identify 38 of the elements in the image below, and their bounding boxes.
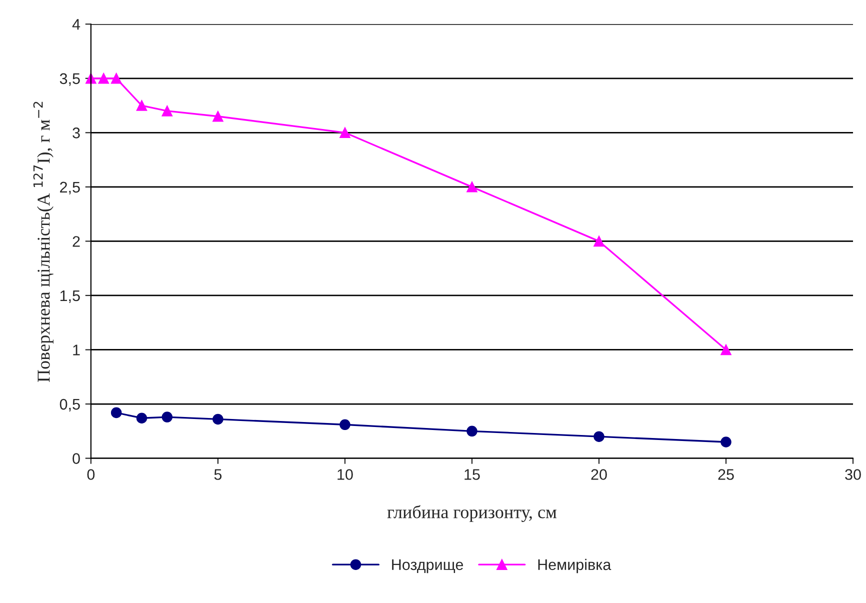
y-axis-title: Поверхнева щільність(A $^{127}$I), г м$^{−2}$ [33, 102, 54, 382]
point [340, 127, 350, 138]
point [466, 426, 478, 437]
point [136, 100, 148, 111]
point [594, 236, 604, 247]
point [110, 73, 122, 84]
x-tick-label: 30 [845, 469, 861, 480]
point [720, 436, 732, 448]
point [86, 73, 96, 84]
y-tick-label: 3 [72, 128, 80, 138]
x-tick-label: 20 [591, 469, 607, 480]
point [162, 412, 173, 422]
point [340, 419, 350, 430]
point [212, 414, 224, 425]
point [98, 73, 110, 84]
y-tick-label: 2,5 [60, 182, 80, 194]
y-tick-label: 4 [72, 19, 80, 30]
y-tick-label: 0 [72, 453, 80, 464]
point [466, 182, 478, 192]
x-tick-label: 5 [214, 469, 222, 480]
x-tick-label: 25 [718, 469, 734, 480]
point [110, 407, 122, 418]
y-tick-label: 1,5 [60, 290, 80, 303]
x-tick-label: 0 [87, 469, 95, 480]
x-axis-title: глибина горизонту, см [387, 505, 556, 522]
x-tick-label: 10 [338, 469, 353, 480]
y-tick-label: 3,5 [60, 73, 80, 86]
point [594, 431, 604, 442]
point [212, 111, 224, 122]
x-tick-label: 15 [464, 469, 480, 480]
point [720, 344, 732, 356]
y-tick-label: 1 [73, 344, 80, 356]
legend-label: Ноздрище [392, 559, 464, 574]
y-tick-label: 2 [72, 236, 80, 247]
point [136, 412, 148, 424]
point [162, 106, 173, 116]
legend-label: Немирівка [538, 558, 612, 574]
y-tick-label: 0,5 [60, 398, 80, 412]
